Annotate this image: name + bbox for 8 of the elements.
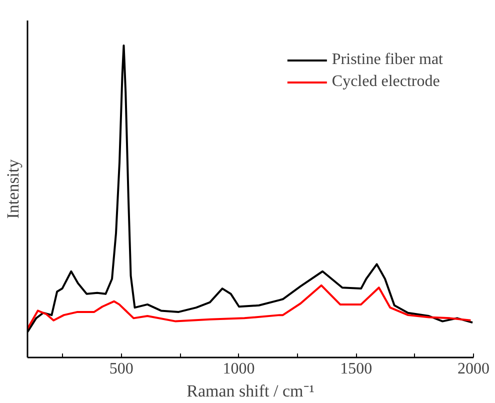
x-tick-label: 1000 — [222, 360, 255, 378]
x-tick-label: 500 — [109, 360, 134, 378]
legend-label: Pristine fiber mat — [332, 51, 443, 69]
x-axis-title: Raman shift / cm⁻¹ — [186, 382, 314, 400]
y-axis-title: Intensity — [4, 158, 22, 219]
x-tick-label: 2000 — [458, 360, 490, 378]
x-tick-label: 1500 — [340, 360, 372, 378]
legend-label: Cycled electrode — [332, 73, 440, 91]
